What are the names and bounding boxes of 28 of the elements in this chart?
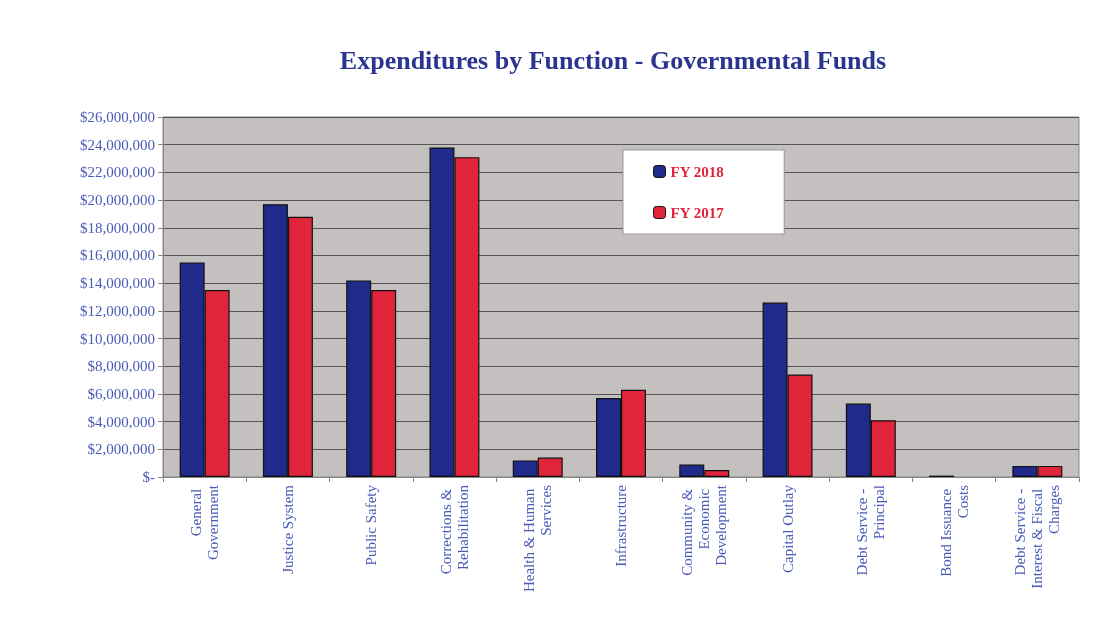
x-tick-label: Debt Service - Interest & Fiscal Charges xyxy=(1012,484,1063,589)
y-tick-label: $6,000,000 xyxy=(87,385,155,402)
x-tick-label: Infrastructure xyxy=(613,484,629,567)
y-tick-label: $10,000,000 xyxy=(80,330,155,347)
y-tick-label: $2,000,000 xyxy=(87,441,155,458)
legend-label: FY 2017 xyxy=(670,204,725,221)
y-tick-label: $- xyxy=(142,469,155,485)
y-tick-label: $24,000,000 xyxy=(80,136,155,153)
y-tick-label: $4,000,000 xyxy=(87,413,155,430)
x-tick-label: Community & Economic Development xyxy=(679,484,730,576)
y-tick-label: $12,000,000 xyxy=(80,302,155,319)
chart-title: Expenditures by Function - Governmental Funds xyxy=(339,45,887,75)
x-tick-label: Health & Human Services xyxy=(521,484,555,593)
y-tick-label: $22,000,000 xyxy=(80,164,155,181)
x-tick-label: Bond Issuance Costs xyxy=(937,484,971,577)
legend-label: FY 2018 xyxy=(670,163,724,180)
x-tick-label: Justice System xyxy=(279,484,296,574)
y-tick-label: $16,000,000 xyxy=(80,247,155,264)
x-tick-label: Debt Service - Principal xyxy=(854,485,888,576)
y-tick-label: $20,000,000 xyxy=(80,192,155,209)
x-tick-label: Capital Outlay xyxy=(779,484,796,573)
x-tick-label: Public Safety xyxy=(363,484,380,566)
y-tick-label: $8,000,000 xyxy=(87,358,155,375)
x-tick-label: General Government xyxy=(188,484,222,560)
y-tick-label: $26,000,000 xyxy=(80,109,155,125)
y-tick-label: $14,000,000 xyxy=(80,275,155,292)
y-tick-label: $18,000,000 xyxy=(80,219,155,236)
x-tick-label: Corrections & Rehabilitation xyxy=(437,484,471,575)
